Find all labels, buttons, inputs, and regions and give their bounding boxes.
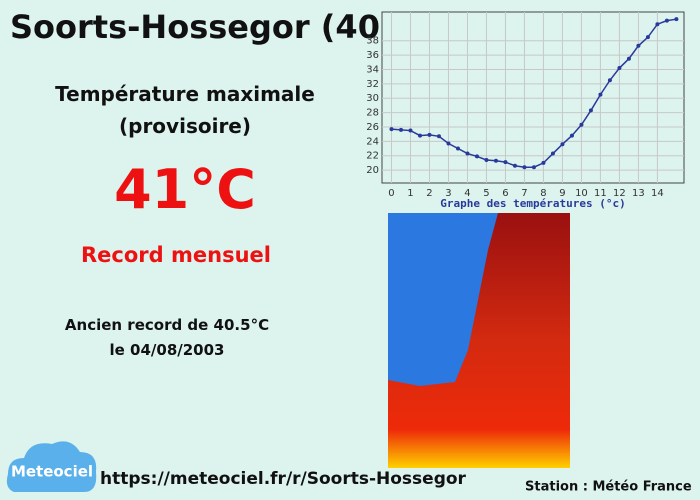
map (388, 213, 570, 468)
y-tick-label: 22 (366, 151, 379, 162)
title: Soorts-Hossegor (40) (10, 8, 395, 46)
point (455, 146, 460, 151)
y-tick-label: 34 (366, 64, 379, 75)
point (484, 158, 489, 163)
y-tick-label: 26 (366, 122, 379, 133)
y-tick-label: 32 (366, 79, 379, 90)
point (408, 128, 413, 133)
x-axis-title: Graphe des températures (°c) (440, 197, 625, 210)
record-label: Record mensuel (81, 243, 271, 267)
point (550, 151, 555, 156)
point (664, 18, 669, 23)
y-tick-label: 30 (366, 93, 379, 104)
point (398, 127, 403, 132)
point (569, 133, 574, 138)
temperature: 41°C (114, 158, 256, 221)
point (389, 127, 394, 132)
point (617, 66, 622, 71)
logo-cloud (6, 441, 97, 492)
y-tick-label: 38 (366, 36, 379, 47)
point (607, 78, 612, 83)
y-tick-label: 28 (366, 108, 379, 119)
x-tick-label: 10 (575, 188, 588, 199)
y-tick-label: 24 (366, 136, 379, 147)
point (522, 165, 527, 170)
point (512, 163, 517, 168)
point (465, 151, 470, 156)
point (436, 134, 441, 139)
x-tick-label: 0 (388, 188, 394, 199)
x-tick-label: 14 (651, 188, 664, 199)
x-tick-label: 12 (613, 188, 626, 199)
point (427, 132, 432, 137)
heading: (provisoire) (118, 114, 252, 138)
point (531, 165, 536, 170)
x-tick-label: 5 (483, 188, 489, 199)
x-tick-label: 11 (594, 188, 607, 199)
point (626, 56, 631, 61)
logo-text: Meteociel (11, 463, 93, 481)
point (417, 133, 422, 138)
previous-record: Ancien record de 40.5°C (64, 316, 270, 334)
map-sea (388, 213, 498, 386)
x-tick-label: 3 (445, 188, 451, 199)
station: Station : Météo France (525, 480, 692, 495)
x-tick-label: 7 (521, 188, 527, 199)
x-tick-label: 6 (502, 188, 508, 199)
point (503, 160, 508, 165)
point (541, 160, 546, 165)
point (674, 17, 679, 22)
x-tick-label: 9 (559, 188, 565, 199)
heading: Température maximale (55, 82, 315, 106)
point (598, 92, 603, 97)
url: https://meteociel.fr/r/Soorts-Hossegor (100, 469, 467, 489)
x-tick-label: 13 (632, 188, 645, 199)
point (474, 154, 479, 159)
point (588, 108, 593, 113)
x-tick-label: 1 (407, 188, 413, 199)
point (560, 142, 565, 147)
point (579, 122, 584, 127)
point (645, 35, 650, 40)
previous-record-date: le 04/08/2003 (109, 341, 225, 359)
point (446, 141, 451, 146)
y-tick-label: 36 (366, 50, 379, 61)
y-tick-label: 20 (366, 165, 379, 176)
point (493, 158, 498, 163)
x-tick-label: 4 (464, 188, 470, 199)
point (655, 22, 660, 27)
x-tick-label: 8 (540, 188, 546, 199)
logo: Meteociel (6, 441, 97, 492)
point (636, 43, 641, 48)
x-tick-label: 2 (426, 188, 432, 199)
